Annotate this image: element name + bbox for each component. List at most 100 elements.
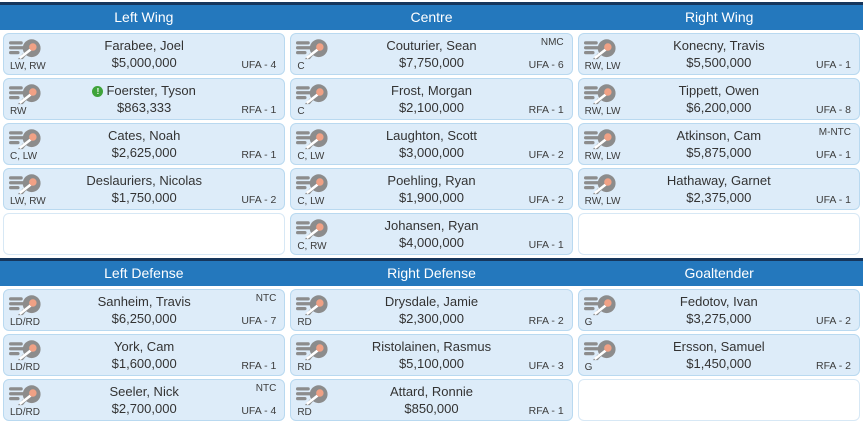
team-logo-icon bbox=[296, 338, 330, 362]
contract-status: RFA - 1 bbox=[528, 405, 564, 417]
player-salary: $1,900,000 bbox=[398, 189, 465, 205]
player-name: Poehling, Ryan bbox=[387, 173, 476, 188]
player-positions: LD/RD bbox=[10, 317, 41, 328]
player-card[interactable]: RW, LW !Hathaway, Garnet $2,375,000 UFA … bbox=[577, 168, 860, 210]
contract-status: RFA - 1 bbox=[241, 104, 277, 116]
team-logo-icon bbox=[583, 293, 618, 317]
section-columns: LW, RW !Farabee, Joel $5,000,000 UFA - 4… bbox=[0, 30, 863, 258]
player-card[interactable]: LW, RW !Deslauriers, Nicolas $1,750,000 … bbox=[3, 168, 286, 210]
player-card[interactable]: RW, LW !Konecny, Travis $5,500,000 UFA -… bbox=[577, 33, 860, 75]
column-header-right-defense: Right Defense bbox=[387, 265, 476, 281]
player-name: Drysdale, Jamie bbox=[384, 294, 479, 309]
player-card-center: !Frost, Morgan $2,100,000 bbox=[291, 79, 571, 117]
player-card[interactable]: C, LW !Laughton, Scott $3,000,000 UFA - … bbox=[290, 123, 573, 165]
player-card-center: !Konecny, Travis $5,500,000 bbox=[579, 34, 859, 72]
contract-clause: NMC bbox=[540, 37, 564, 48]
player-card-center: !Drysdale, Jamie $2,300,000 bbox=[291, 290, 571, 328]
team-logo-icon bbox=[583, 172, 618, 196]
column-right-defense: RD !Drysdale, Jamie $2,300,000 RFA - 2 R… bbox=[290, 289, 573, 424]
player-card-center: !Poehling, Ryan $1,900,000 bbox=[291, 169, 571, 207]
player-salary: $6,200,000 bbox=[686, 99, 752, 115]
player-card[interactable]: C, LW !Cates, Noah $2,625,000 RFA - 1 bbox=[3, 123, 286, 165]
player-card[interactable]: LW, RW !Farabee, Joel $5,000,000 UFA - 4 bbox=[3, 33, 286, 75]
player-name: Seeler, Nick bbox=[109, 384, 179, 399]
player-positions: LW, RW bbox=[10, 196, 46, 207]
player-card[interactable]: G !Fedotov, Ivan $3,275,000 UFA - 2 bbox=[577, 289, 860, 331]
player-positions: RW bbox=[10, 106, 27, 117]
team-logo-icon bbox=[296, 383, 330, 407]
player-card-center: !Sanheim, Travis $6,250,000 bbox=[4, 290, 284, 328]
player-card[interactable]: C !Frost, Morgan $2,100,000 RFA - 1 bbox=[290, 78, 573, 120]
contract-status: UFA - 8 bbox=[815, 104, 851, 116]
contract-status: UFA - 1 bbox=[528, 239, 564, 251]
player-name-line: !Ristolainen, Rasmus bbox=[291, 339, 571, 356]
team-logo-icon bbox=[296, 127, 330, 151]
player-name: Fedotov, Ivan bbox=[679, 294, 758, 309]
team-logo-icon bbox=[296, 172, 330, 196]
player-name: Johansen, Ryan bbox=[384, 218, 479, 233]
player-card-center: !Attard, Ronnie $850,000 bbox=[291, 380, 571, 418]
player-card[interactable]: LD/RD !Sanheim, Travis $6,250,000 NTC UF… bbox=[3, 289, 286, 331]
player-salary: $5,875,000 bbox=[686, 144, 752, 160]
player-name-line: !Frost, Morgan bbox=[291, 83, 571, 100]
player-card[interactable]: C, LW !Poehling, Ryan $1,900,000 UFA - 2 bbox=[290, 168, 573, 210]
player-card[interactable]: RD !Ristolainen, Rasmus $5,100,000 UFA -… bbox=[290, 334, 573, 376]
contract-clause: M-NTC bbox=[818, 127, 851, 138]
contract-status: UFA - 1 bbox=[815, 59, 851, 71]
player-positions: C, LW bbox=[10, 151, 38, 162]
player-name-line: !Poehling, Ryan bbox=[291, 173, 571, 190]
player-name: York, Cam bbox=[114, 339, 175, 354]
player-salary: $2,700,000 bbox=[111, 400, 177, 416]
player-card[interactable]: LD/RD !York, Cam $1,600,000 RFA - 1 bbox=[3, 334, 286, 376]
player-name-line: !Ersson, Samuel bbox=[579, 339, 859, 356]
contract-status: UFA - 4 bbox=[241, 59, 277, 71]
player-salary: $1,600,000 bbox=[111, 355, 177, 371]
player-card[interactable]: G !Ersson, Samuel $1,450,000 RFA - 2 bbox=[577, 334, 860, 376]
section-header-bar: Left Defense Right Defense Goaltender bbox=[0, 258, 863, 286]
player-positions: C, RW bbox=[297, 241, 327, 252]
column-header-left-wing: Left Wing bbox=[114, 9, 174, 25]
player-salary: $2,100,000 bbox=[398, 99, 465, 115]
player-name: Tippett, Owen bbox=[678, 83, 760, 98]
player-card-center: !Cates, Noah $2,625,000 bbox=[4, 124, 284, 162]
player-name: Attard, Ronnie bbox=[389, 384, 474, 399]
player-name: Cates, Noah bbox=[108, 128, 181, 143]
team-logo-icon bbox=[9, 127, 43, 151]
player-card[interactable]: RW ! Foerster, Tyson $863,333 RFA - 1 bbox=[3, 78, 286, 120]
player-positions: RD bbox=[297, 362, 312, 373]
player-card[interactable]: RD !Drysdale, Jamie $2,300,000 RFA - 2 bbox=[290, 289, 573, 331]
contract-status: UFA - 2 bbox=[528, 149, 564, 161]
player-card[interactable]: RW, LW !Atkinson, Cam $5,875,000 M-NTC U… bbox=[577, 123, 860, 165]
team-logo-icon bbox=[9, 172, 43, 196]
player-positions: LD/RD bbox=[10, 362, 41, 373]
player-card[interactable]: C, RW !Johansen, Ryan $4,000,000 UFA - 1 bbox=[290, 213, 573, 255]
player-name: Frost, Morgan bbox=[391, 83, 472, 98]
player-card[interactable]: LD/RD !Seeler, Nick $2,700,000 NTC UFA -… bbox=[3, 379, 286, 421]
contract-clause: NTC bbox=[255, 293, 277, 304]
team-logo-icon bbox=[9, 82, 43, 106]
empty-slot bbox=[3, 213, 286, 255]
player-card-center: !Couturier, Sean $7,750,000 bbox=[291, 34, 571, 72]
player-card-center: ! Foerster, Tyson $863,333 bbox=[4, 79, 284, 117]
player-positions: RW, LW bbox=[584, 151, 621, 162]
player-salary: $2,375,000 bbox=[686, 189, 752, 205]
team-logo-icon bbox=[583, 338, 618, 362]
player-name-line: !Attard, Ronnie bbox=[291, 384, 571, 401]
player-name: Sanheim, Travis bbox=[97, 294, 191, 309]
player-name: Foerster, Tyson bbox=[106, 83, 196, 98]
player-name-line: !York, Cam bbox=[4, 339, 284, 356]
player-card[interactable]: C !Couturier, Sean $7,750,000 NMC UFA - … bbox=[290, 33, 573, 75]
player-card[interactable]: RD !Attard, Ronnie $850,000 RFA - 1 bbox=[290, 379, 573, 421]
team-logo-icon bbox=[296, 293, 330, 317]
player-salary: $5,500,000 bbox=[686, 54, 752, 70]
player-salary: $2,300,000 bbox=[398, 310, 465, 326]
player-positions: C, LW bbox=[297, 196, 325, 207]
contract-status: UFA - 6 bbox=[528, 59, 564, 71]
team-logo-icon bbox=[296, 217, 330, 241]
section-columns: LD/RD !Sanheim, Travis $6,250,000 NTC UF… bbox=[0, 286, 863, 424]
team-logo-icon bbox=[583, 82, 618, 106]
player-card[interactable]: RW, LW !Tippett, Owen $6,200,000 UFA - 8 bbox=[577, 78, 860, 120]
player-card-center: !Ristolainen, Rasmus $5,100,000 bbox=[291, 335, 571, 373]
player-card-center: !Hathaway, Garnet $2,375,000 bbox=[579, 169, 859, 207]
